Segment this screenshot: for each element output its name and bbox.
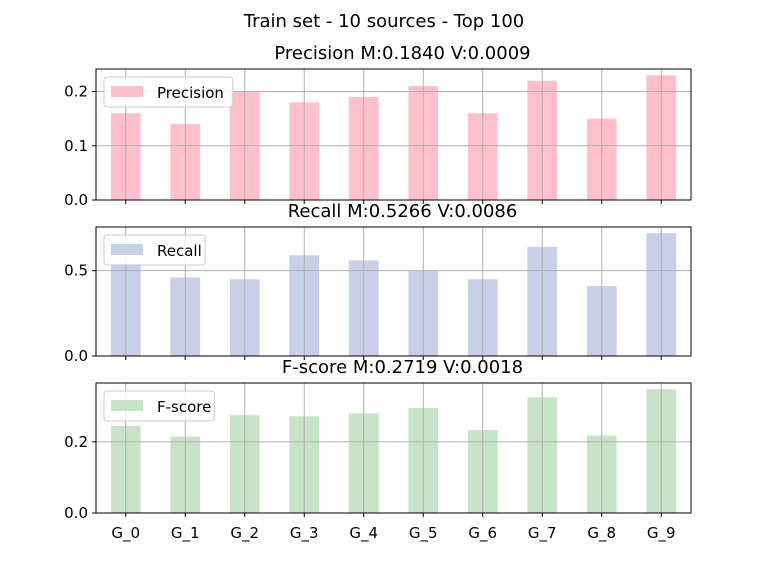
legend: Precision: [103, 76, 234, 108]
x-tick-label: G_1: [171, 524, 200, 543]
legend-swatch: [111, 400, 143, 411]
legend: F-score: [103, 390, 215, 422]
legend-label: Precision: [157, 84, 224, 102]
x-tick-label: G_6: [468, 524, 497, 543]
x-tick-label: G_4: [349, 524, 378, 543]
y-tick-label: 0.0: [64, 191, 88, 209]
subplot-title: Precision M:0.1840 V:0.0009: [274, 43, 530, 64]
legend-label: Recall: [157, 242, 202, 260]
y-tick-label: 0.0: [64, 504, 88, 522]
x-tick-label: G_7: [528, 524, 557, 543]
y-tick-label: 0.2: [64, 433, 88, 451]
legend-box: [103, 76, 234, 108]
legend-swatch: [111, 86, 143, 97]
x-tick-label: G_3: [290, 524, 319, 543]
subplot-title: Recall M:0.5266 V:0.0086: [288, 201, 518, 222]
figure-suptitle: Train set - 10 sources - Top 100: [243, 11, 525, 32]
y-tick-label: 0.1: [64, 137, 88, 155]
y-tick-label: 0.0: [64, 347, 88, 365]
y-tick-label: 0.2: [64, 83, 88, 101]
x-tick-label: G_8: [587, 524, 616, 543]
legend-label: F-score: [157, 398, 211, 416]
axes-frame: [95, 68, 692, 201]
x-tick-label: G_9: [647, 524, 676, 543]
axes-frame: [95, 226, 692, 357]
x-tick-label: G_2: [230, 524, 259, 543]
subplot-3: 0.0 0.2 G_0 G_1 G_2 G_3 G_4 G_5 G_6 G_7 G_8 G_9 F-sc…: [64, 357, 692, 543]
legend: Recall: [103, 234, 206, 266]
legend-box: [103, 390, 215, 422]
y-tick-label: 0.5: [64, 262, 88, 280]
subplot-2: 0.0 0.5 Recall Recall M:0.5266 V:0.0086: [64, 201, 692, 365]
subplot-title: F-score M:0.2719 V:0.0018: [282, 357, 523, 378]
subplot-1: 0.0 0.1 0.2 Precision Precision M:0.1840 V:0…: [64, 43, 692, 209]
x-tick-label: G_0: [111, 524, 140, 543]
axes-frame: [95, 382, 692, 514]
x-tick-label: G_5: [409, 524, 438, 543]
legend-box: [103, 234, 206, 266]
legend-swatch: [111, 244, 143, 255]
